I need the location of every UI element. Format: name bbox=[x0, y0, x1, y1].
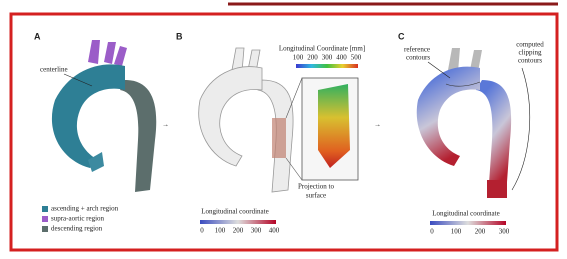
arrow: → bbox=[162, 121, 169, 129]
colorbar bbox=[430, 221, 506, 225]
colorbar-tick-label: 0 bbox=[430, 228, 434, 236]
colorbar-tick-label: 300 bbox=[499, 228, 510, 236]
annotation: contours bbox=[406, 54, 430, 62]
annotation: clipping bbox=[519, 49, 542, 57]
panel-letter: C bbox=[398, 31, 405, 41]
annotation: centerline bbox=[40, 66, 68, 74]
annotation: computed bbox=[516, 41, 544, 49]
annotation: surface bbox=[306, 192, 326, 200]
figure: A centerline ascending + arch region sup… bbox=[0, 0, 567, 259]
colorbar-tick-label: 100 bbox=[293, 54, 304, 62]
colorbar bbox=[200, 220, 276, 224]
colorbar-title: Longitudinal coordinate bbox=[201, 208, 268, 216]
annotation: Projection to bbox=[298, 183, 334, 191]
panel-letter: A bbox=[34, 31, 41, 41]
colorbar-title: Longitudinal coordinate bbox=[432, 210, 499, 218]
panel-letter: B bbox=[176, 31, 183, 41]
arrow: → bbox=[374, 121, 381, 129]
annotation: reference bbox=[404, 46, 430, 54]
colorbar-tick-label: 200 bbox=[307, 54, 318, 62]
colorbar-tick-label: 400 bbox=[269, 227, 280, 235]
legend-label: ascending + arch region bbox=[51, 205, 119, 213]
annotation: contours bbox=[518, 57, 542, 65]
legend-label: supra-aortic region bbox=[51, 215, 105, 223]
colorbar-tick-label: 400 bbox=[336, 54, 347, 62]
inset-colorbar bbox=[296, 64, 358, 68]
inset-title: Longitudinal Coordinate [mm] bbox=[279, 45, 365, 53]
legend-swatch bbox=[42, 206, 48, 212]
highlight bbox=[272, 118, 286, 158]
colorbar-tick-label: 200 bbox=[475, 228, 486, 236]
colorbar-tick-label: 100 bbox=[451, 228, 462, 236]
colorbar-tick-label: 300 bbox=[251, 227, 262, 235]
colorbar-tick-label: 0 bbox=[200, 227, 204, 235]
legend-label: descending region bbox=[51, 225, 103, 233]
colorbar-tick-label: 100 bbox=[215, 227, 226, 235]
colorbar-tick-label: 500 bbox=[351, 54, 362, 62]
colorbar-tick-label: 300 bbox=[322, 54, 333, 62]
legend-swatch bbox=[42, 226, 48, 232]
colorbar-tick-label: 200 bbox=[233, 227, 244, 235]
legend-swatch bbox=[42, 216, 48, 222]
